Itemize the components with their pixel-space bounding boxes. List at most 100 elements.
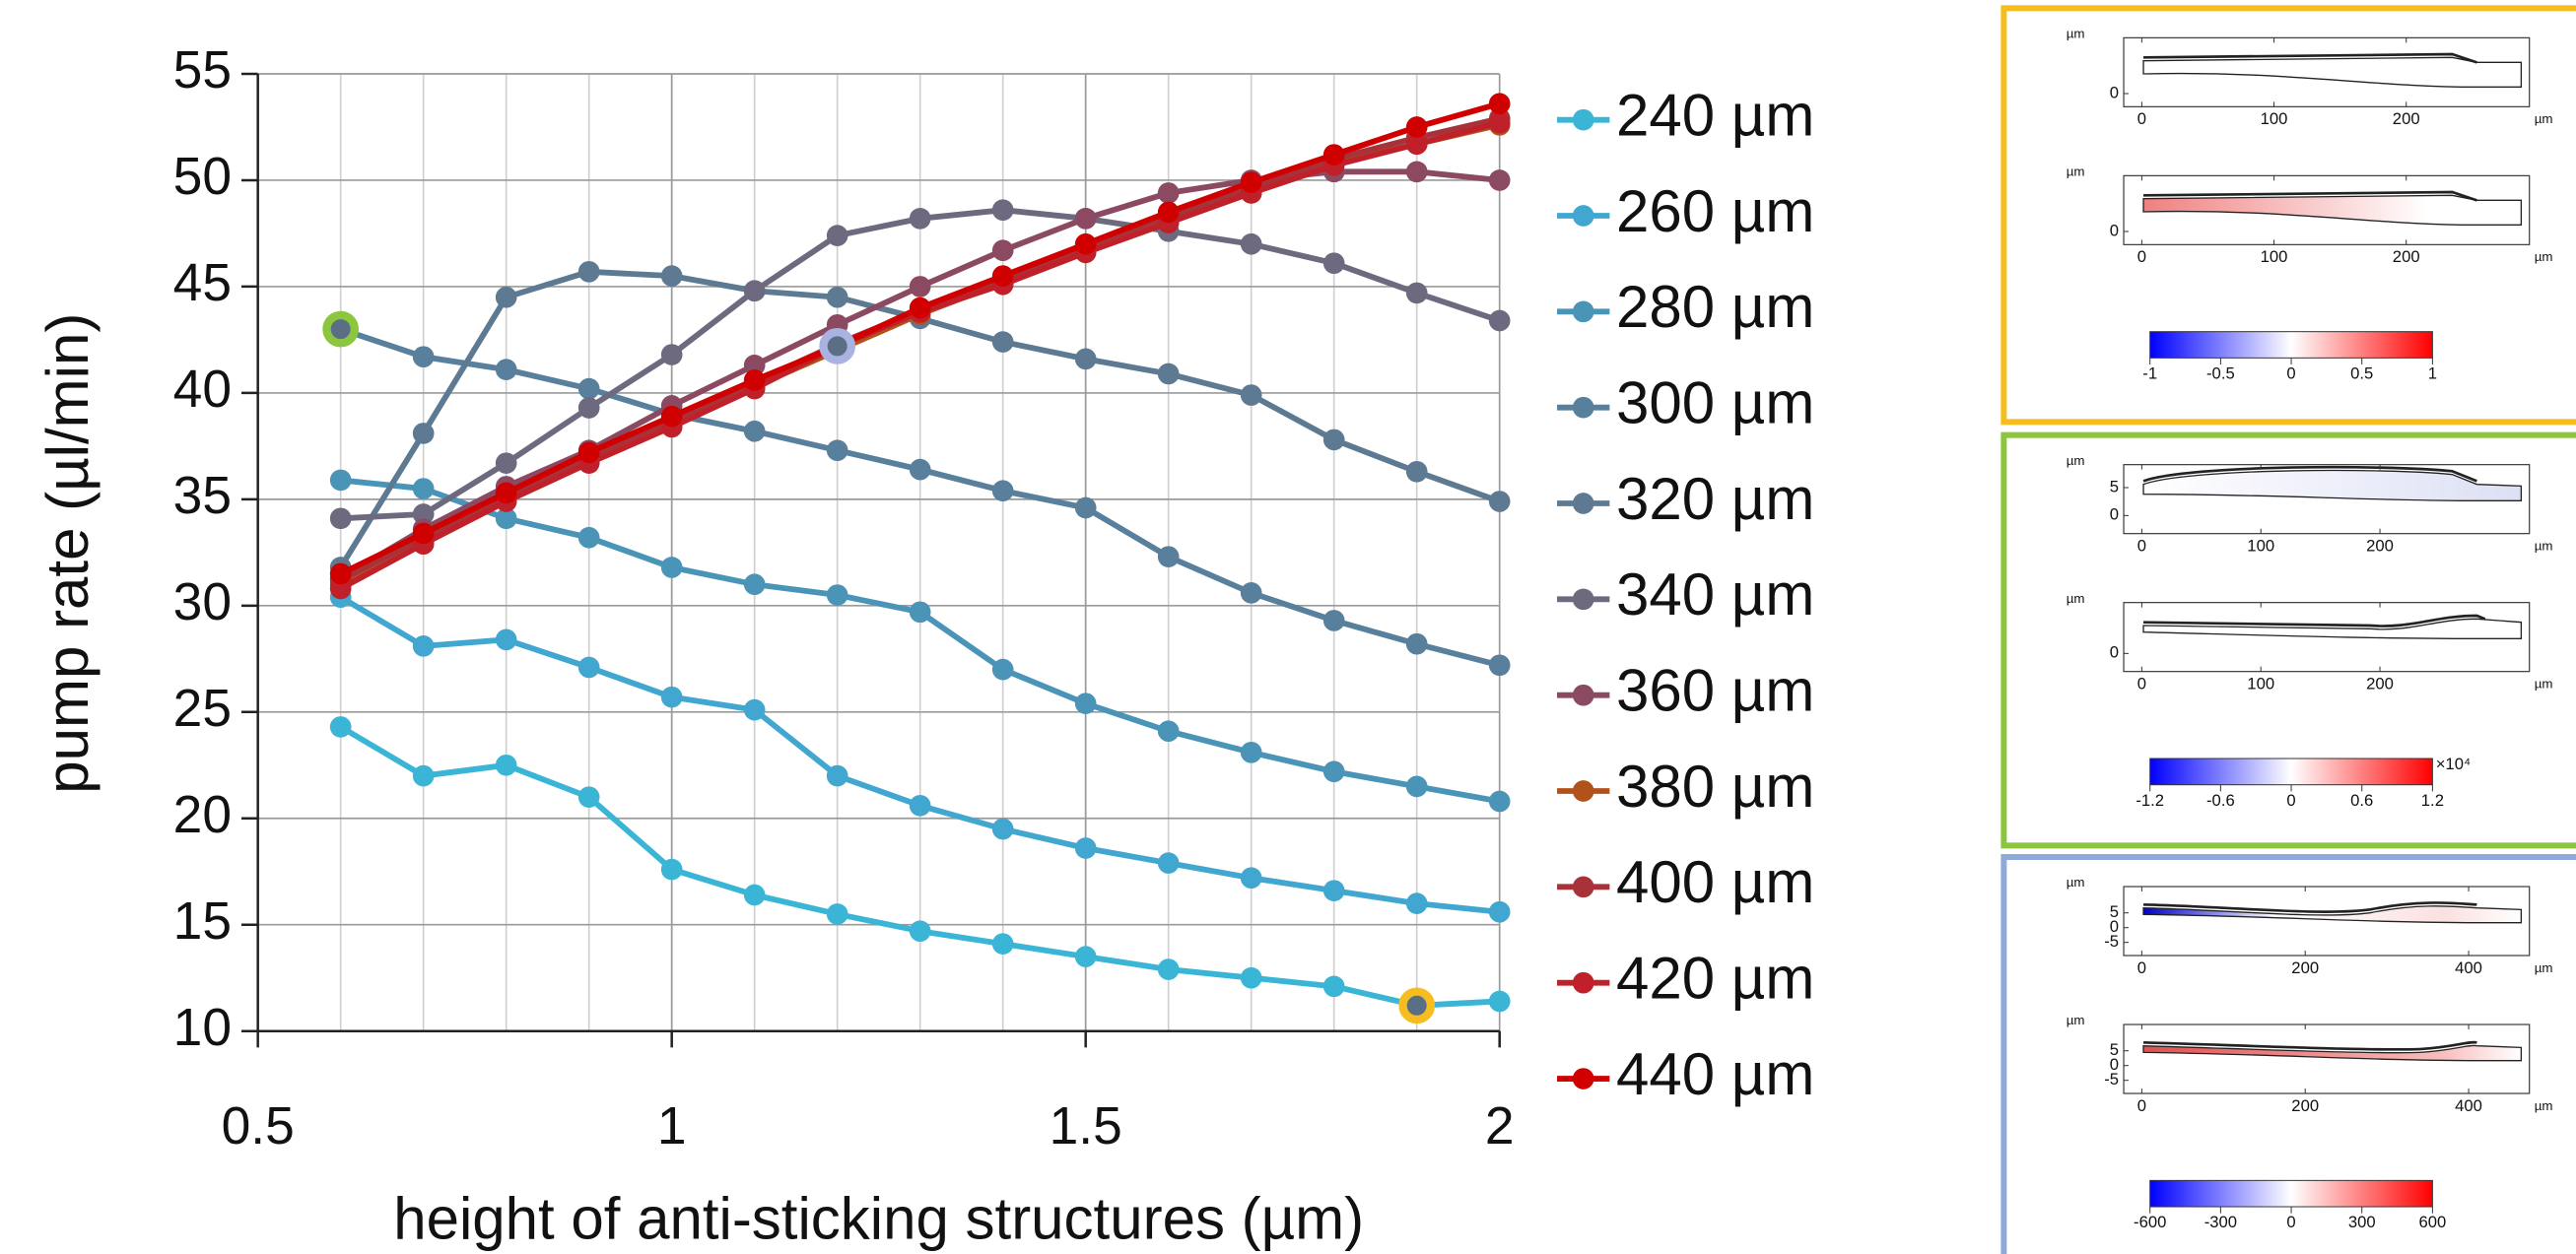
data-point [1241,742,1262,763]
data-point [496,359,517,380]
colorbar-tick-label: 0 [2286,1213,2295,1231]
y-tick-label: 45 [173,254,232,312]
colorbar [2150,1180,2433,1207]
data-point [578,442,600,464]
data-point [910,208,931,230]
data-point [578,657,600,679]
data-point [1323,252,1345,274]
legend-label: 360 µm [1616,658,1814,724]
data-point [1323,880,1345,901]
data-point [1406,892,1428,914]
inset-plot: 01002000µmµm [2067,27,2553,129]
legend-marker [1573,301,1594,323]
legend-marker [1573,780,1594,802]
data-point [496,755,517,776]
data-point [910,920,931,942]
data-point [661,557,683,578]
y-tick-label: 20 [173,786,232,844]
inset-x-tick-label: 200 [2393,109,2420,128]
data-point [413,635,435,657]
inset-x-tick-label: 200 [2291,1096,2319,1115]
inset-x-unit: µm [2535,960,2553,975]
x-tick-label: 0.5 [222,1097,295,1155]
channel-shape [2143,57,2521,87]
data-point [578,527,600,549]
y-tick-label: 30 [173,573,232,631]
data-point [413,478,435,499]
data-point [992,659,1014,681]
colorbar-tick-label: 1 [2428,363,2437,382]
data-point [827,765,848,787]
data-point [992,239,1014,261]
data-point [1323,760,1345,782]
data-point [330,563,352,585]
data-point [1406,633,1428,655]
inset-x-tick-label: 400 [2455,958,2482,977]
inset-y-unit: µm [2067,591,2085,606]
data-point [910,297,931,319]
data-point [1406,161,1428,182]
data-point [1075,946,1097,967]
channel-shape [2143,906,2521,923]
data-point [330,716,352,738]
scaled-root: height of anti-sticking structures (µm) … [34,8,2576,1254]
data-point [1075,693,1097,714]
data-point [1406,116,1428,138]
data-point [1241,967,1262,989]
data-point [496,452,517,474]
y-tick-label: 15 [173,892,232,951]
inset-x-unit: µm [2535,1098,2553,1113]
data-point [1323,976,1345,998]
data-point [992,199,1014,221]
data-point [496,287,517,308]
data-point [1489,791,1511,813]
data-point [1241,582,1262,604]
colorbar-tick-label: 600 [2418,1213,2446,1231]
legend-marker [1573,205,1594,227]
data-point [330,507,352,529]
data-point [661,687,683,708]
highlight-ring [1403,992,1431,1020]
data-point [744,280,766,301]
data-point [1158,958,1180,980]
data-point [1489,93,1511,114]
plot-box [2124,37,2530,106]
legend-label: 300 µm [1616,370,1814,436]
data-point [578,786,600,808]
data-point [1075,497,1097,519]
colorbar-tick-label: 0.5 [2350,363,2373,382]
data-point [413,346,435,367]
channel-shape [2143,195,2521,225]
data-point [910,601,931,623]
data-point [827,439,848,461]
y-tick-label: 10 [173,999,232,1057]
inset-y-tick-label: 0 [2110,505,2119,524]
inset-x-unit: µm [2535,111,2553,126]
data-point [1489,169,1511,191]
data-point [992,331,1014,353]
data-point [1158,852,1180,874]
inset-y-unit: µm [2067,875,2085,890]
inset-plot: 01002000µmµm [2067,591,2553,693]
data-point [330,470,352,492]
colorbar-tick-label: 0 [2286,791,2295,810]
figure: height of anti-sticking structures (µm) … [0,0,2576,1254]
colorbar-tick-label: -1.2 [2135,791,2164,810]
colorbar-tick-label: 0 [2286,363,2295,382]
inset-x-tick-label: 200 [2366,674,2394,693]
inset-x-tick-label: 0 [2137,674,2146,693]
page: {"chart_data": {"type": "line", "x_label… [0,0,2576,1254]
colorbar-tick-label: 300 [2348,1213,2376,1231]
inset-x-unit: µm [2535,539,2553,554]
data-point [827,584,848,606]
data-point [1489,112,1511,134]
data-point [992,480,1014,501]
inset-x-tick-label: 100 [2247,674,2274,693]
colorbar-multiplier: ×10⁴ [2436,755,2471,773]
inset-x-tick-label: 100 [2247,536,2274,555]
legend-label: 440 µm [1616,1041,1814,1107]
inset-x-tick-label: 100 [2261,109,2288,128]
inset-x-unit: µm [2535,677,2553,692]
data-point [1489,310,1511,332]
inset-y-unit: µm [2067,165,2085,179]
